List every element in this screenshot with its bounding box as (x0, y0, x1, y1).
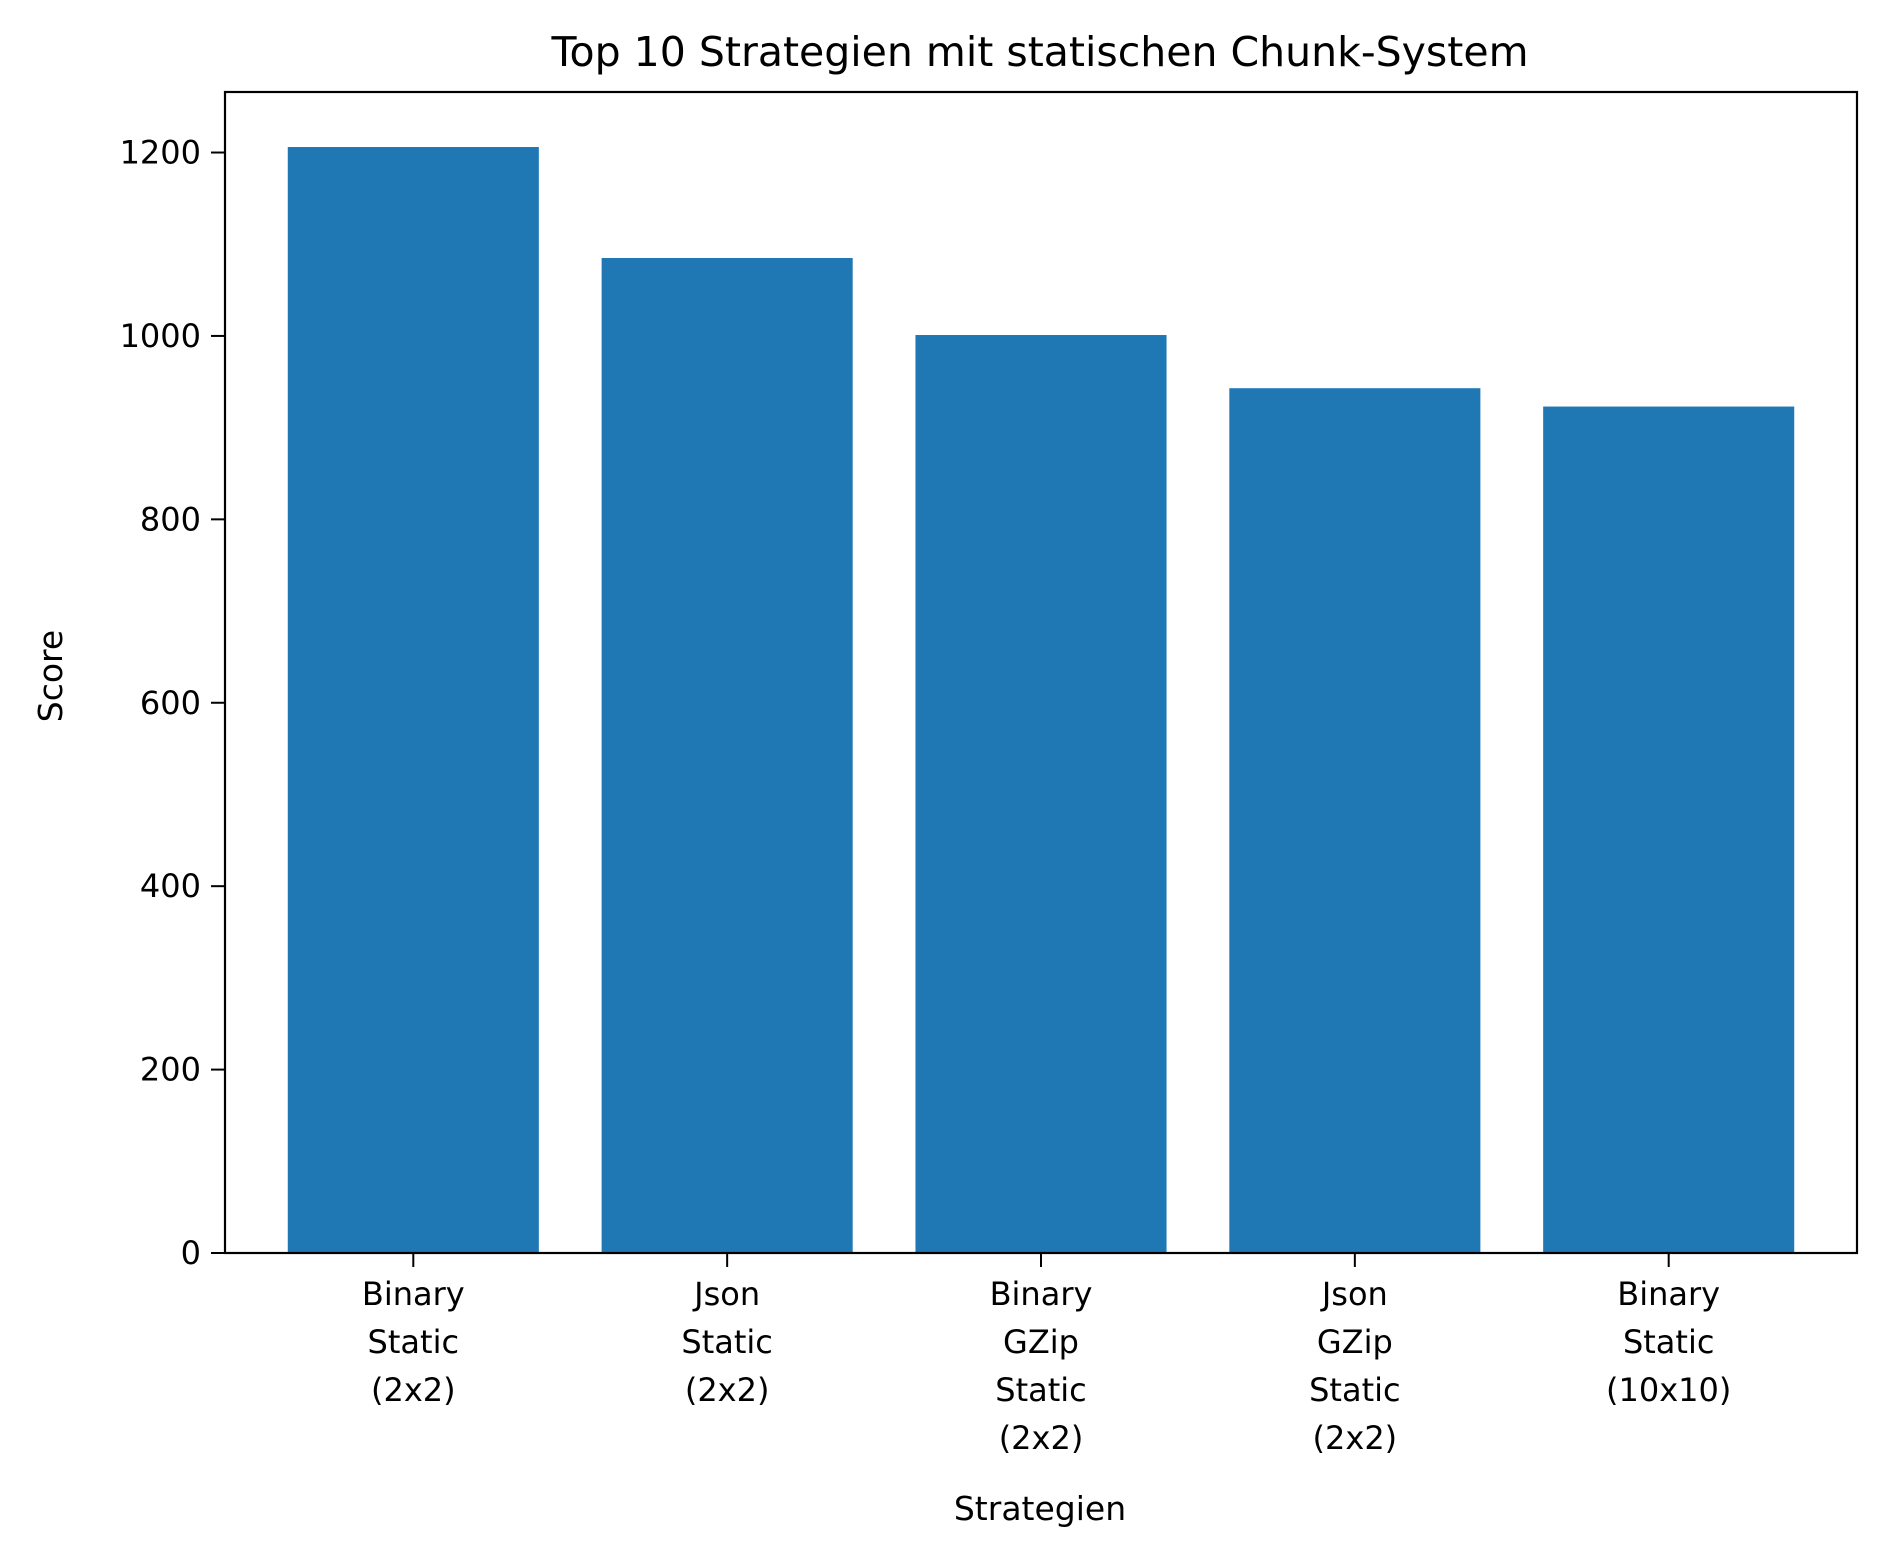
x-axis: Binary Static (2x2) Json Static (2x2) Binary GZ… (362, 1253, 1731, 1457)
y-axis-title: Score (31, 630, 70, 722)
x-tick-label: Binary Static (10x10) (1606, 1275, 1731, 1409)
x-tick-label: Json GZip Static (2x2) (1309, 1275, 1401, 1457)
y-tick-label: 0 (181, 1234, 201, 1272)
y-tick-label: 1000 (120, 317, 201, 355)
bar-3 (915, 335, 1167, 1253)
y-tick-label: 1200 (120, 134, 201, 172)
y-tick-label: 600 (140, 684, 201, 722)
y-tick-label: 800 (140, 500, 201, 538)
bar-4 (1229, 388, 1481, 1253)
x-tick-label: Binary Static (2x2) (362, 1275, 465, 1409)
x-tick-label: Json Static (2x2) (681, 1275, 773, 1409)
y-tick-label: 200 (140, 1051, 201, 1089)
y-axis: 0 200 400 600 800 1000 1200 (120, 134, 225, 1272)
bar-5 (1543, 406, 1795, 1253)
y-tick-label: 400 (140, 867, 201, 905)
x-tick-label: Binary GZip Static (2x2) (990, 1275, 1093, 1457)
bar-2 (601, 257, 853, 1253)
x-axis-title: Strategien (954, 1489, 1126, 1528)
bar-1 (287, 147, 539, 1254)
bars-layer (287, 147, 1795, 1254)
plot-frame (223, 90, 1859, 1255)
chart-title: Top 10 Strategien mit statischen Chunk-S… (550, 28, 1528, 76)
